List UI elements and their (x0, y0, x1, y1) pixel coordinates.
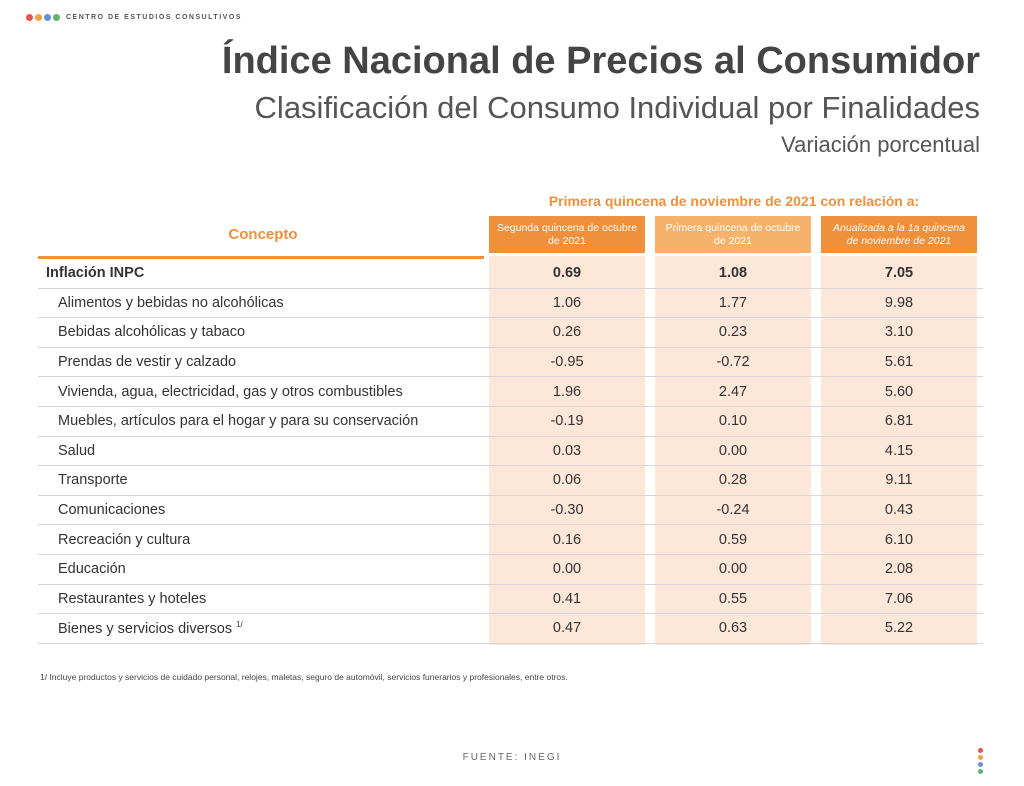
table-row: Recreación y cultura 0.16 0.59 6.10 (38, 525, 983, 555)
row-value-3: 3.10 (884, 324, 914, 341)
row-label: Muebles, artículos para el hogar y para … (58, 413, 419, 430)
concept-underline (38, 256, 484, 259)
row-value-3: 5.22 (884, 620, 914, 637)
row-value-3: 7.06 (884, 590, 914, 607)
table-row: Prendas de vestir y calzado -0.95 -0.72 … (38, 348, 983, 378)
row-value-1: 0.16 (552, 531, 582, 548)
row-value-3: 7.05 (884, 265, 914, 282)
row-value-2: 0.59 (718, 531, 748, 548)
page-subtitle: Clasificación del Consumo Individual por… (254, 90, 980, 125)
row-value-3: 5.60 (884, 383, 914, 400)
page-title: Índice Nacional de Precios al Consumidor (221, 40, 980, 82)
row-value-1: 1.96 (552, 383, 582, 400)
row-value-2: 0.00 (718, 561, 748, 578)
row-value-2: 1.08 (718, 265, 748, 282)
brand-name: CENTRO DE ESTUDIOS CONSULTIVOS (66, 14, 242, 21)
row-value-2: 0.23 (718, 324, 748, 341)
footnote-marker: 1/ (236, 620, 243, 629)
row-label: Inflación INPC (46, 265, 145, 282)
row-label: Transporte (58, 472, 128, 489)
row-value-2: 0.63 (718, 620, 748, 637)
row-label: Recreación y cultura (58, 531, 191, 548)
row-label: Prendas de vestir y calzado (58, 354, 237, 371)
row-value-1: -0.95 (550, 354, 584, 371)
table-row: Transporte 0.06 0.28 9.11 (38, 466, 983, 496)
row-label: Educación (58, 561, 126, 578)
row-label-text: Bienes y servicios diversos (58, 620, 233, 637)
row-value-3: 0.43 (884, 502, 914, 519)
row-value-1: -0.19 (550, 413, 584, 430)
row-label: Comunicaciones (58, 502, 166, 519)
row-label: Bebidas alcohólicas y tabaco (58, 324, 246, 341)
row-value-3: 6.81 (884, 413, 914, 430)
row-value-2: 2.47 (718, 383, 748, 400)
row-value-3: 9.11 (885, 472, 913, 489)
column-header-2: Primera quincena de octubre de 2021 (655, 216, 811, 253)
row-value-1: 0.41 (552, 590, 582, 607)
column-header-1: Segunda quincena de octubre de 2021 (489, 216, 645, 253)
table-row: Educación 0.00 0.00 2.08 (38, 555, 983, 585)
row-value-3: 5.61 (884, 354, 914, 371)
table-row-main: Inflación INPC 0.69 1.08 7.05 (38, 259, 983, 289)
row-value-2: 0.28 (718, 472, 748, 489)
footnote: 1/ Incluye productos y servicios de cuid… (40, 672, 568, 682)
row-label: Bienes y servicios diversos 1/ (58, 620, 243, 637)
row-value-3: 4.15 (884, 442, 914, 459)
row-value-1: 0.26 (552, 324, 582, 341)
page-subtitle-secondary: Variación porcentual (781, 132, 980, 157)
row-value-1: 1.06 (552, 294, 582, 311)
row-value-1: 0.69 (552, 265, 582, 282)
row-value-1: 0.06 (552, 472, 582, 489)
row-label: Salud (58, 442, 96, 459)
source-note: FUENTE: INEGI (462, 752, 562, 763)
brand-dots-icon (26, 14, 60, 21)
vertical-dots-icon (978, 748, 983, 774)
table-row: Muebles, artículos para el hogar y para … (38, 407, 983, 437)
row-value-3: 6.10 (884, 531, 914, 548)
table-row: Salud 0.03 0.00 4.15 (38, 437, 983, 467)
row-label: Restaurantes y hoteles (58, 590, 207, 607)
row-value-2: 1.77 (718, 294, 748, 311)
column-band-1 (489, 256, 645, 645)
row-value-2: 0.00 (718, 442, 748, 459)
table-row: Comunicaciones -0.30 -0.24 0.43 (38, 496, 983, 526)
table-row: Alimentos y bebidas no alcohólicas 1.06 … (38, 289, 983, 319)
row-value-2: -0.72 (716, 354, 750, 371)
row-label: Alimentos y bebidas no alcohólicas (58, 294, 284, 311)
row-value-1: 0.47 (552, 620, 582, 637)
table-row: Bebidas alcohólicas y tabaco 0.26 0.23 3… (38, 318, 983, 348)
table-group-header: Primera quincena de noviembre de 2021 co… (548, 193, 920, 209)
brand-logo: CENTRO DE ESTUDIOS CONSULTIVOS (26, 14, 242, 21)
row-label: Vivienda, agua, electricidad, gas y otro… (58, 383, 403, 400)
row-value-1: -0.30 (550, 502, 584, 519)
row-value-1: 0.03 (552, 442, 582, 459)
row-value-2: -0.24 (716, 502, 750, 519)
column-band-2 (655, 256, 811, 645)
column-header-3: Anualizada a la 1a quincena de noviembre… (821, 216, 977, 253)
concept-header: Concepto (228, 226, 298, 243)
row-value-3: 9.98 (884, 294, 914, 311)
row-value-2: 0.10 (718, 413, 748, 430)
table-row: Vivienda, agua, electricidad, gas y otro… (38, 377, 983, 407)
data-table: Inflación INPC 0.69 1.08 7.05 Alimentos … (38, 259, 983, 644)
table-row: Restaurantes y hoteles 0.41 0.55 7.06 (38, 585, 983, 615)
row-value-3: 2.08 (884, 561, 914, 578)
row-value-2: 0.55 (718, 590, 748, 607)
column-band-3 (821, 256, 977, 645)
table-row: Bienes y servicios diversos 1/ 0.47 0.63… (38, 614, 983, 644)
row-value-1: 0.00 (552, 561, 582, 578)
